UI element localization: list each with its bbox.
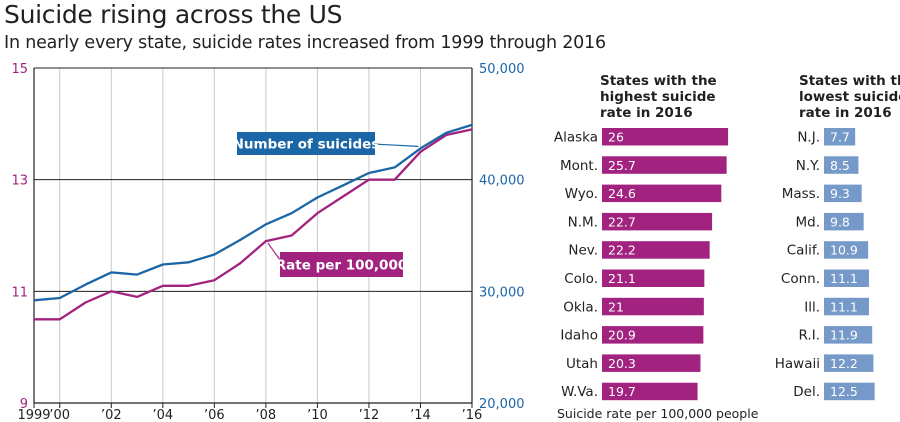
bar-category-label: Ill.	[804, 299, 820, 315]
bar-category-label: Okla.	[563, 299, 598, 315]
bar	[602, 382, 698, 401]
bar-value-label: 11.9	[830, 328, 858, 343]
bar-category-label: Colo.	[564, 271, 598, 287]
bar-value-label: 20.3	[608, 356, 636, 371]
number-label-text: Number of suicides	[233, 137, 380, 153]
left-tick-label: 13	[11, 174, 28, 189]
bar-category-label: Mont.	[560, 158, 598, 174]
bar-category-label: W.Va.	[561, 384, 598, 400]
bar-value-label: 12.5	[830, 384, 858, 399]
bar	[824, 212, 864, 231]
bar-category-label: N.M.	[568, 214, 598, 230]
bar-value-label: 19.7	[608, 384, 636, 399]
bar-panel-title-line: rate in 2016	[799, 105, 892, 121]
bar	[602, 354, 701, 372]
bar	[602, 128, 729, 146]
bar	[824, 297, 869, 316]
bar	[824, 354, 874, 372]
number-label-leader	[372, 143, 419, 147]
bar	[602, 212, 713, 231]
bar-value-label: 8.5	[830, 158, 850, 173]
bar-category-label: Utah	[566, 356, 598, 372]
x-tick-label: ’04	[152, 408, 173, 422]
right-tick-label: 40,000	[479, 174, 525, 189]
bar-category-label: Idaho	[560, 328, 598, 344]
bar-value-label: 12.2	[830, 356, 858, 371]
bar	[824, 382, 875, 401]
bar-value-label: 7.7	[830, 130, 850, 145]
left-tick-label: 15	[11, 62, 28, 77]
x-tick-label: ’08	[256, 408, 277, 422]
bar-category-label: R.I.	[799, 328, 820, 344]
bar	[824, 128, 856, 146]
bar-value-label: 22.2	[608, 243, 636, 258]
x-tick-label: ’12	[359, 408, 380, 422]
x-tick-label: 1999	[17, 408, 50, 422]
bar-value-label: 10.9	[830, 243, 858, 258]
bar-category-label: Wyo.	[565, 186, 598, 202]
bar-value-label: 9.3	[830, 186, 850, 201]
page-subtitle: In nearly every state, suicide rates inc…	[4, 33, 606, 53]
bar-value-label: 21.1	[608, 271, 636, 286]
bar	[824, 184, 862, 203]
bar-category-label: Nev.	[568, 243, 598, 259]
right-tick-label: 30,000	[479, 285, 525, 300]
left-tick-label: 11	[11, 285, 28, 300]
bar-panel-title-line: highest suicide	[600, 89, 716, 105]
bar-value-label: 24.6	[608, 186, 636, 201]
number-label-box	[237, 132, 375, 155]
bar-value-label: 9.8	[830, 214, 850, 229]
rate-line	[34, 128, 473, 321]
bar-value-label: 22.7	[608, 214, 636, 229]
bar-panel-title-line: States with the	[799, 73, 900, 89]
rate-label-text: Rate per 100,000	[276, 258, 407, 274]
bar-panel-title-line: rate in 2016	[600, 105, 693, 121]
bar-category-label: N.J.	[797, 130, 820, 146]
bar	[602, 326, 704, 344]
left-tick-label: 9	[20, 397, 28, 412]
bar	[602, 241, 710, 259]
bar	[824, 241, 869, 259]
bar-category-label: Conn.	[781, 271, 820, 287]
bar-category-label: Del.	[793, 384, 820, 400]
bar-category-label: N.Y.	[796, 158, 820, 174]
bar	[824, 326, 873, 344]
bar-value-label: 11.1	[830, 299, 858, 314]
x-tick-label: ’06	[204, 408, 225, 422]
line-chart: 1999’00 ’02 ’04 ’06 ’08 ’10 ’12 ’14 ’16 9 11 13 15 20…	[11, 62, 524, 422]
bar-category-label: Alaska	[554, 130, 598, 146]
bar-value-label: 25.7	[608, 158, 636, 173]
bar	[602, 184, 722, 203]
bar	[602, 156, 727, 174]
bar	[602, 297, 704, 316]
page-title: Suicide rising across the US	[4, 0, 343, 29]
bar-category-label: Md.	[795, 214, 820, 230]
x-tick-label: ’00	[49, 408, 70, 422]
right-tick-label: 50,000	[479, 62, 525, 77]
bar-panel-title-line: States with the	[600, 73, 717, 89]
x-tick-label: ’10	[307, 408, 328, 422]
bar-category-label: Hawaii	[775, 356, 820, 372]
bar-category-label: Calif.	[787, 243, 820, 259]
bar	[602, 269, 705, 287]
x-tick-label: ’16	[462, 408, 483, 422]
bar	[824, 156, 859, 174]
bar-value-label: 21	[608, 299, 624, 314]
footnote: Suicide rate per 100,000 people	[557, 406, 759, 421]
bar	[824, 269, 869, 287]
bar-value-label: 20.9	[608, 328, 636, 343]
bar-panel-title-line: lowest suicide	[799, 89, 900, 105]
x-tick-label: ’14	[410, 408, 431, 422]
bar-value-label: 26	[608, 130, 624, 145]
right-tick-label: 20,000	[479, 397, 525, 412]
bar-value-label: 11.1	[830, 271, 858, 286]
rate-label-box	[280, 252, 403, 277]
x-tick-label: ’02	[101, 408, 122, 422]
number-line	[33, 123, 473, 302]
bar-category-label: Mass.	[782, 186, 820, 202]
